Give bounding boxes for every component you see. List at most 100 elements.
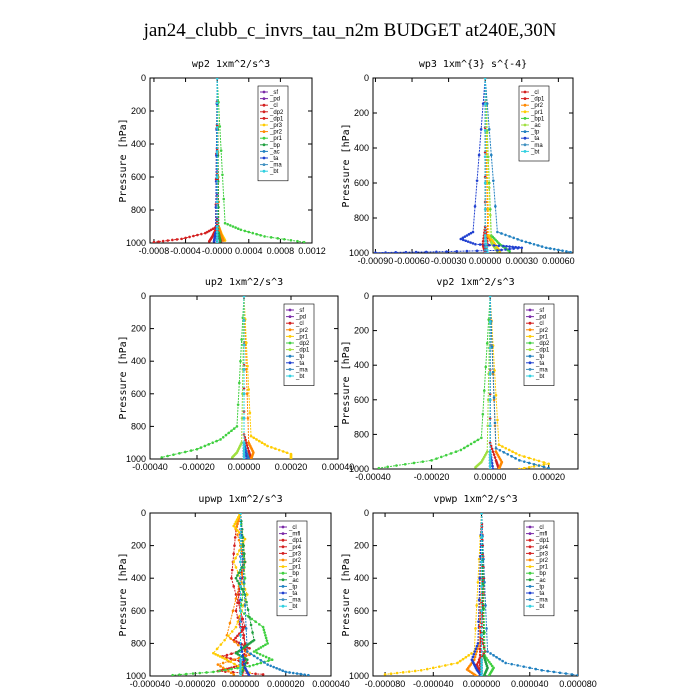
legend-marker — [528, 598, 532, 601]
y-tick-label: 600 — [354, 178, 369, 188]
data-point — [481, 240, 485, 243]
data-point — [232, 552, 236, 556]
x-tick-label: 0.0004 — [235, 246, 263, 256]
data-point — [261, 625, 265, 629]
legend-entry: _sf — [269, 90, 278, 96]
data-point — [262, 628, 266, 632]
data-point — [548, 247, 552, 250]
data-point — [239, 585, 242, 588]
data-point — [288, 671, 291, 674]
data-point — [245, 392, 249, 396]
legend-marker — [288, 348, 292, 351]
data-point — [456, 661, 459, 665]
data-point — [488, 417, 492, 420]
data-point — [477, 153, 481, 157]
data-point — [239, 663, 242, 667]
data-point — [215, 647, 219, 651]
legend-marker — [523, 150, 527, 153]
legend-marker — [281, 545, 285, 549]
x-tick-label: -0.00040 — [132, 462, 168, 472]
data-point — [475, 179, 479, 182]
data-point — [244, 627, 248, 630]
plot-frame — [372, 295, 579, 470]
data-point — [263, 443, 267, 446]
data-point — [431, 666, 435, 670]
legend-marker — [262, 143, 266, 147]
legend-entry: _pr1 — [295, 334, 309, 340]
panel-3: up2 1xm^2/s^3 Pressure [hPa] 0 200 400 600 800… — [118, 277, 354, 472]
data-point — [483, 102, 487, 106]
legend-marker — [523, 90, 527, 94]
data-point — [243, 604, 247, 607]
data-point — [219, 240, 222, 243]
legend-entry: _pd — [269, 97, 280, 103]
legend-marker — [528, 585, 532, 588]
data-point — [211, 441, 214, 445]
legend-marker — [262, 169, 266, 173]
legend-entry: _bp — [288, 571, 300, 577]
data-point — [242, 343, 246, 347]
data-point — [258, 623, 261, 626]
data-point — [488, 392, 492, 396]
legend-marker — [281, 558, 285, 562]
data-point — [489, 652, 492, 655]
data-point — [184, 672, 188, 676]
legend-entry: _pr1 — [288, 565, 302, 571]
data-point — [471, 655, 475, 659]
data-point — [236, 403, 240, 406]
data-point — [283, 237, 286, 241]
data-point — [523, 466, 526, 469]
data-point — [266, 444, 269, 448]
x-tick-label: -0.000040 — [413, 679, 454, 689]
data-point — [404, 250, 408, 253]
data-point — [500, 232, 503, 235]
data-point — [221, 435, 225, 439]
legend-marker — [523, 110, 527, 114]
x-tick-label: 0.000080 — [559, 679, 597, 689]
data-point — [518, 459, 521, 462]
data-point — [449, 452, 453, 455]
data-point — [377, 466, 381, 469]
y-tick-label: 0 — [364, 508, 369, 518]
data-point — [444, 453, 448, 457]
data-point — [395, 464, 398, 467]
legend-marker — [523, 117, 527, 120]
data-point — [245, 368, 248, 371]
panel-title: upwp 1xm^2/s^3 — [198, 494, 282, 505]
data-point — [483, 580, 486, 584]
data-point — [234, 226, 237, 229]
data-point — [478, 576, 482, 580]
data-point — [488, 320, 492, 324]
data-point — [215, 150, 219, 154]
legend-marker — [281, 538, 285, 542]
data-point — [244, 657, 247, 660]
data-point — [474, 242, 477, 246]
data-point — [485, 657, 488, 660]
legend-entry: _ta — [535, 591, 545, 597]
legend-entry: _ac — [288, 578, 299, 584]
data-point — [241, 593, 245, 596]
data-point — [564, 672, 568, 675]
legend-marker — [528, 328, 532, 332]
data-point — [180, 237, 183, 241]
data-point — [215, 101, 219, 105]
legend-entry: _dp2 — [295, 341, 310, 347]
data-point — [242, 636, 245, 640]
data-point — [242, 319, 246, 322]
data-point — [237, 656, 241, 660]
data-point — [483, 207, 487, 211]
data-point — [227, 431, 231, 435]
legend-entry: _bt — [535, 604, 545, 610]
series-line-pr1 — [385, 513, 483, 675]
data-point — [450, 662, 453, 666]
x-tick-label: -0.000020 — [175, 679, 216, 689]
data-point — [243, 229, 247, 233]
data-point — [236, 666, 239, 670]
data-point — [270, 658, 274, 661]
y-tick-label: 0 — [141, 291, 146, 301]
data-point — [467, 654, 470, 657]
data-point — [183, 450, 187, 454]
data-point — [485, 627, 488, 630]
data-point — [221, 656, 224, 659]
